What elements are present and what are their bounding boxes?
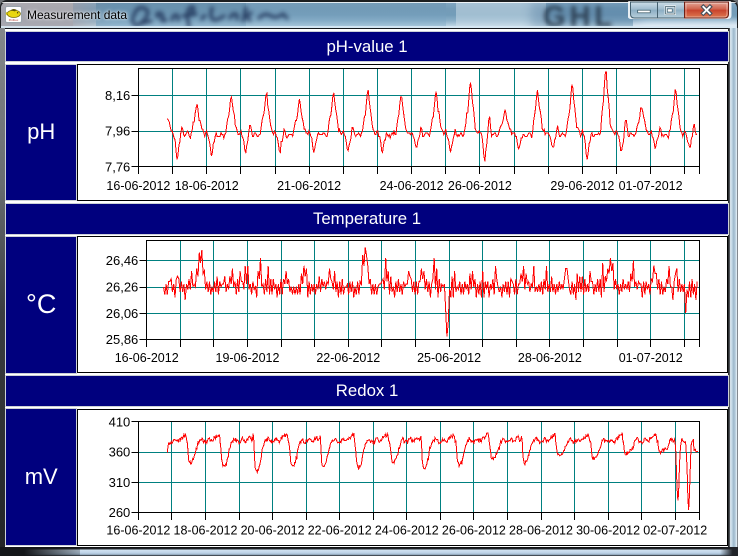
svg-text:16-06-2012: 16-06-2012: [106, 524, 170, 538]
svg-text:02-07-2012: 02-07-2012: [643, 524, 707, 538]
svg-text:30-06-2012: 30-06-2012: [576, 524, 640, 538]
svg-text:29-06-2012: 29-06-2012: [550, 179, 614, 193]
svg-text:28-06-2012: 28-06-2012: [518, 351, 582, 365]
svg-text:25,86: 25,86: [106, 332, 139, 347]
svg-text:310: 310: [109, 475, 131, 490]
svg-text:16-06-2012: 16-06-2012: [106, 179, 170, 193]
svg-text:ProfiLux: ProfiLux: [9, 18, 19, 22]
svg-text:20-06-2012: 20-06-2012: [241, 524, 305, 538]
svg-text:01-07-2012: 01-07-2012: [619, 179, 683, 193]
svg-text:7,96: 7,96: [105, 124, 130, 139]
svg-text:16-06-2012: 16-06-2012: [115, 351, 179, 365]
svg-text:7,76: 7,76: [105, 159, 130, 174]
svg-text:25-06-2012: 25-06-2012: [417, 351, 481, 365]
svg-text:18-06-2012: 18-06-2012: [174, 524, 238, 538]
svg-text:24-06-2012: 24-06-2012: [375, 524, 439, 538]
svg-text:21-06-2012: 21-06-2012: [277, 179, 341, 193]
svg-text:26,26: 26,26: [106, 280, 139, 295]
svg-text:22-06-2012: 22-06-2012: [308, 524, 372, 538]
svg-text:22-06-2012: 22-06-2012: [316, 351, 380, 365]
svg-text:410: 410: [109, 415, 131, 430]
svg-text:01-07-2012: 01-07-2012: [619, 351, 683, 365]
svg-text:26,46: 26,46: [106, 253, 139, 268]
svg-text:360: 360: [109, 445, 131, 460]
svg-text:260: 260: [109, 505, 131, 520]
svg-text:26-06-2012: 26-06-2012: [442, 524, 506, 538]
svg-text:26-06-2012: 26-06-2012: [448, 179, 512, 193]
svg-text:26,06: 26,06: [106, 306, 139, 321]
svg-text:19-06-2012: 19-06-2012: [216, 351, 280, 365]
svg-text:8,16: 8,16: [105, 88, 130, 103]
svg-text:18-06-2012: 18-06-2012: [175, 179, 239, 193]
svg-text:24-06-2012: 24-06-2012: [380, 179, 444, 193]
svg-text:28-06-2012: 28-06-2012: [509, 524, 573, 538]
